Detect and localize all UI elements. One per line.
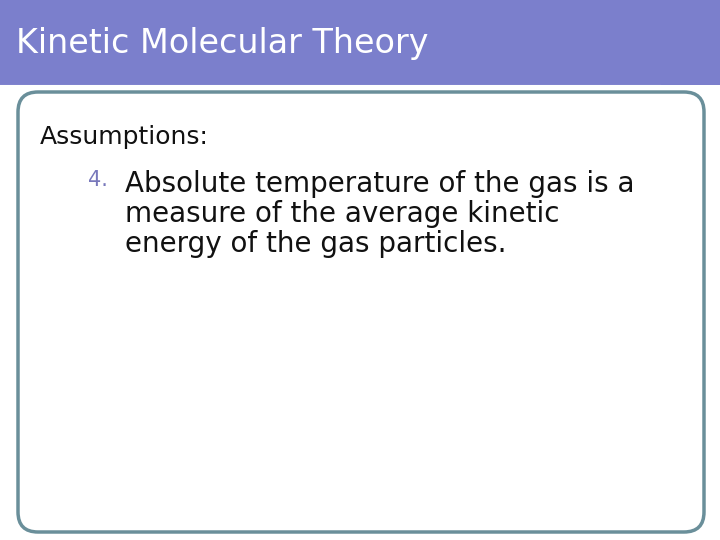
Text: Absolute temperature of the gas is a: Absolute temperature of the gas is a bbox=[125, 170, 634, 198]
Text: Assumptions:: Assumptions: bbox=[40, 125, 209, 149]
Text: measure of the average kinetic: measure of the average kinetic bbox=[125, 200, 559, 228]
Text: energy of the gas particles.: energy of the gas particles. bbox=[125, 230, 506, 258]
Text: Kinetic Molecular Theory: Kinetic Molecular Theory bbox=[16, 26, 428, 59]
FancyBboxPatch shape bbox=[0, 0, 720, 85]
FancyBboxPatch shape bbox=[18, 92, 704, 532]
Text: 4.: 4. bbox=[88, 170, 108, 190]
